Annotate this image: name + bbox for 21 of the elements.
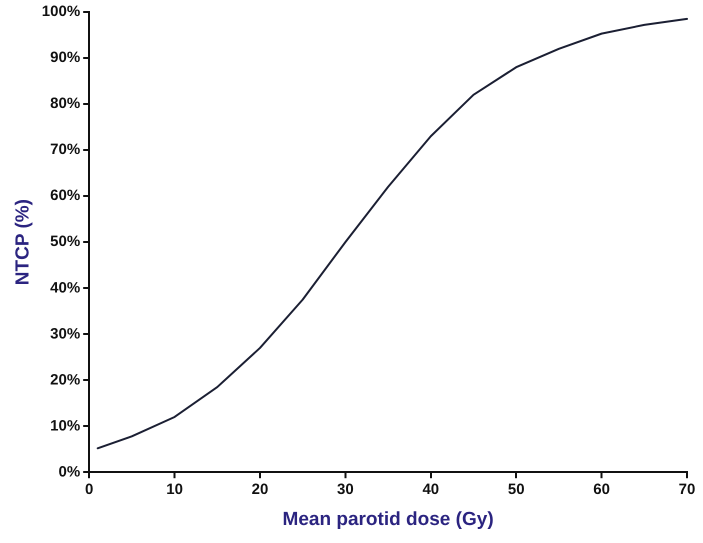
y-tick-label: 70% xyxy=(50,141,80,158)
y-tick-label: 30% xyxy=(50,325,80,342)
y-tick-label: 50% xyxy=(50,233,80,250)
x-tick-label: 40 xyxy=(422,480,440,498)
y-tick-label: 80% xyxy=(50,95,80,112)
y-tick-label: 40% xyxy=(50,279,80,296)
x-tick-label: 0 xyxy=(84,480,94,498)
y-tick-label: 20% xyxy=(50,371,80,388)
y-tick-label: 90% xyxy=(50,49,80,66)
x-tick-label: 70 xyxy=(678,480,696,498)
x-tick-label: 30 xyxy=(337,480,354,498)
y-tick-label: 10% xyxy=(50,417,80,434)
x-tick-label: 10 xyxy=(166,480,183,498)
y-tick-label: 60% xyxy=(50,187,80,204)
x-axis-title: Mean parotid dose (Gy) xyxy=(282,508,494,530)
x-tick-label: 60 xyxy=(593,480,610,498)
y-axis-title: NTCP (%) xyxy=(12,198,34,286)
y-tick-label: 0% xyxy=(58,463,80,480)
y-tick-label: 100% xyxy=(42,3,80,20)
x-tick-label: 50 xyxy=(508,480,525,498)
x-tick-label: 20 xyxy=(252,480,268,498)
